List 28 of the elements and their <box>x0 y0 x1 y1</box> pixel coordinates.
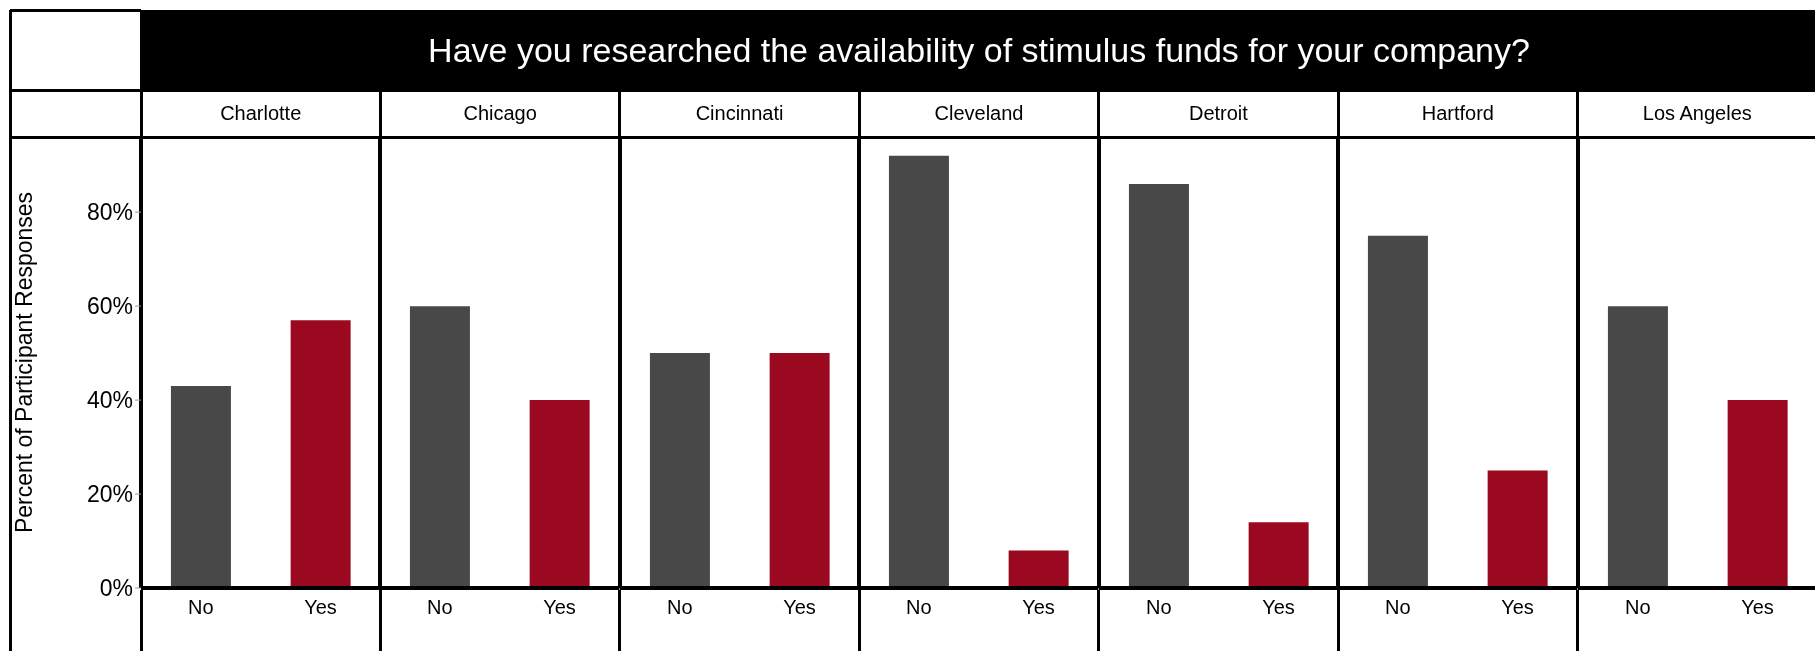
y-tick-label: 60% <box>86 293 133 320</box>
x-tick-label: No <box>1624 596 1651 619</box>
text: Have you researched the availability of stimulus funds for your company? <box>141 10 1815 90</box>
x-tick-label: Yes <box>1261 596 1295 619</box>
x-tick-label: No <box>188 596 214 619</box>
x-tick-label: Yes <box>543 596 577 619</box>
x-tick-label: No <box>1145 596 1172 619</box>
y-tick-label: 0% <box>99 575 133 602</box>
y-tick-label: 20% <box>86 481 133 508</box>
chart-title: Cincinnati <box>694 101 785 126</box>
y-tick-label: 80% <box>86 199 133 226</box>
x-tick-label: Yes <box>1740 596 1774 619</box>
x-tick-label: No <box>427 596 454 619</box>
chart-title: Los Angeles <box>1641 101 1753 126</box>
x-tick-label: Yes <box>304 596 337 619</box>
chart-title: Charlotte <box>219 101 303 126</box>
x-tick-label: No <box>906 596 932 619</box>
x-tick-label: Yes <box>1022 596 1056 619</box>
chart-title: Hartford <box>1420 101 1495 126</box>
x-tick-label: No <box>666 596 693 619</box>
chart-title: Detroit <box>1187 101 1249 126</box>
chart-title: Chicago <box>462 101 538 126</box>
chart-title: Cleveland <box>933 101 1025 126</box>
x-tick-label: No <box>1385 596 1411 619</box>
x-tick-label: Yes <box>783 596 816 619</box>
x-tick-label: Yes <box>1501 596 1535 619</box>
y-axis-title: Percent of Participant Responses <box>11 191 38 534</box>
y-tick-label: 40% <box>86 387 133 414</box>
